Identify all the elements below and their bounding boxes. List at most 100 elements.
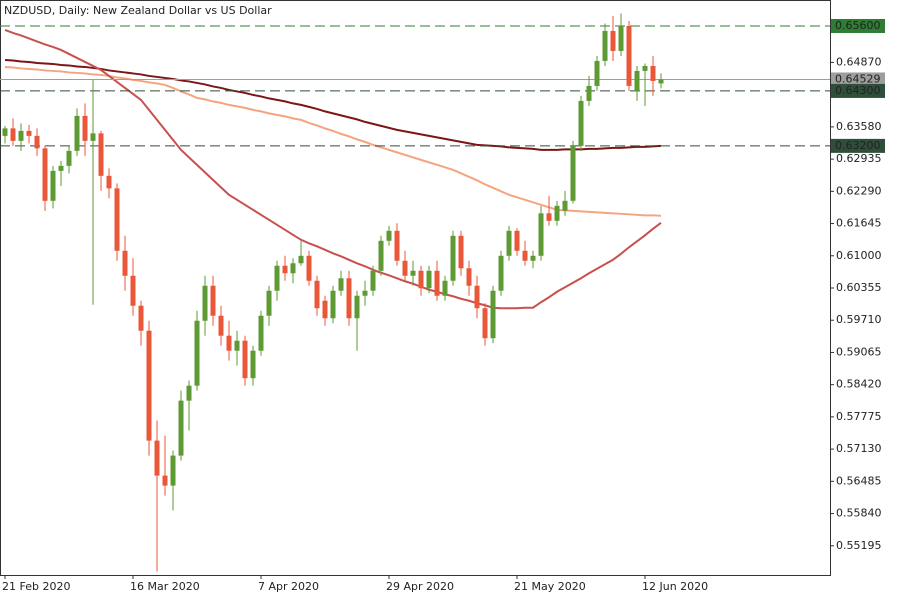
candle-body (114, 188, 120, 251)
candle-body (626, 25, 632, 86)
candle-body (482, 308, 488, 339)
candle-body (418, 270, 424, 289)
candle-body (90, 133, 96, 141)
candle-body (514, 230, 520, 251)
candle-body (258, 315, 264, 351)
candle-body (298, 255, 304, 264)
candle-body (642, 65, 648, 71)
candle-body (434, 270, 440, 296)
candle-body (362, 290, 368, 296)
y-tick-label: 0.62935 (836, 152, 882, 165)
moving-average (4, 58, 662, 151)
candle-body (410, 270, 416, 276)
price-level-label: 0.64529 (835, 72, 881, 85)
candle-body (346, 278, 352, 319)
y-tick-label: 0.61000 (836, 249, 882, 262)
candle-body (98, 133, 104, 176)
y-tick-label: 0.55840 (836, 507, 882, 520)
candle-body (322, 300, 328, 319)
price-level-label: 0.64300 (835, 84, 881, 97)
y-tick-label: 0.59065 (836, 345, 882, 358)
price-level-box (831, 72, 885, 87)
candle-body (34, 135, 40, 149)
y-tick-label: 0.57130 (836, 442, 882, 455)
candle-body (2, 128, 8, 136)
candle-body (378, 240, 384, 271)
candle-body (506, 230, 512, 256)
candle-body (554, 205, 560, 221)
candle-body (154, 440, 160, 476)
candle-body (130, 275, 136, 306)
candle-body (602, 30, 608, 61)
candle-body (370, 270, 376, 291)
candle-body (578, 100, 584, 146)
candle-body (474, 285, 480, 309)
candle-body (330, 290, 336, 319)
candle-body (138, 305, 144, 331)
moving-average (4, 65, 662, 217)
candle-body (466, 268, 472, 286)
candle-body (546, 213, 552, 221)
price-level-box (831, 138, 885, 153)
chart-title: NZDUSD, Daily: New Zealand Dollar vs US … (4, 4, 272, 17)
candle-body (170, 455, 176, 486)
candle-body (570, 145, 576, 201)
candle-body (178, 400, 184, 456)
candle-body (530, 255, 536, 261)
candle-body (386, 230, 392, 241)
candle-body (210, 285, 216, 316)
candle-body (610, 30, 616, 51)
price-level-label: 0.63200 (835, 139, 881, 152)
candle-body (634, 70, 640, 91)
candle-body (290, 263, 296, 274)
y-tick-label: 0.57775 (836, 410, 882, 423)
x-tick-label: 29 Apr 2020 (386, 580, 454, 593)
candle-body (442, 280, 448, 296)
y-tick-label: 0.61645 (836, 217, 882, 230)
candle-body (146, 330, 152, 441)
candle-body (226, 335, 232, 351)
y-tick-label: 0.64870 (836, 55, 882, 68)
candle-body (594, 60, 600, 86)
candle-body (394, 230, 400, 261)
candle-body (426, 270, 432, 289)
x-tick-label: 7 Apr 2020 (258, 580, 319, 593)
candle-body (306, 255, 312, 281)
candle-body (122, 250, 128, 276)
candle-body (282, 265, 288, 274)
candle-body (658, 79, 664, 84)
candle-body (106, 175, 112, 189)
candle-body (538, 213, 544, 256)
candle-body (186, 385, 192, 401)
price-level-label: 0.65600 (835, 19, 881, 32)
candle-body (58, 165, 64, 171)
candle-body (522, 250, 528, 261)
y-tick-label: 0.58420 (836, 378, 882, 391)
candle-body (50, 170, 56, 201)
candle-body (66, 150, 72, 166)
candle-body (250, 350, 256, 379)
candle-body (338, 278, 344, 291)
x-tick-label: 12 Jun 2020 (642, 580, 708, 593)
candle-body (618, 25, 624, 51)
y-tick-label: 0.63580 (836, 120, 882, 133)
candle-body (458, 235, 464, 269)
x-tick-label: 21 Feb 2020 (2, 580, 70, 593)
y-tick-label: 0.62290 (836, 184, 882, 197)
candle-body (202, 285, 208, 321)
candle-body (354, 295, 360, 319)
candle-body (74, 115, 80, 151)
candle-body (18, 130, 24, 141)
y-tick-label: 0.60355 (836, 281, 882, 294)
price-level-box (831, 18, 885, 33)
candle-body (242, 340, 248, 379)
y-tick-label: 0.59710 (836, 313, 882, 326)
candle-body (490, 290, 496, 339)
candle-body (650, 65, 656, 81)
candle-body (586, 85, 592, 101)
candle-body (162, 475, 168, 486)
y-tick-label: 0.56485 (836, 474, 882, 487)
x-tick-label: 21 May 2020 (514, 580, 586, 593)
